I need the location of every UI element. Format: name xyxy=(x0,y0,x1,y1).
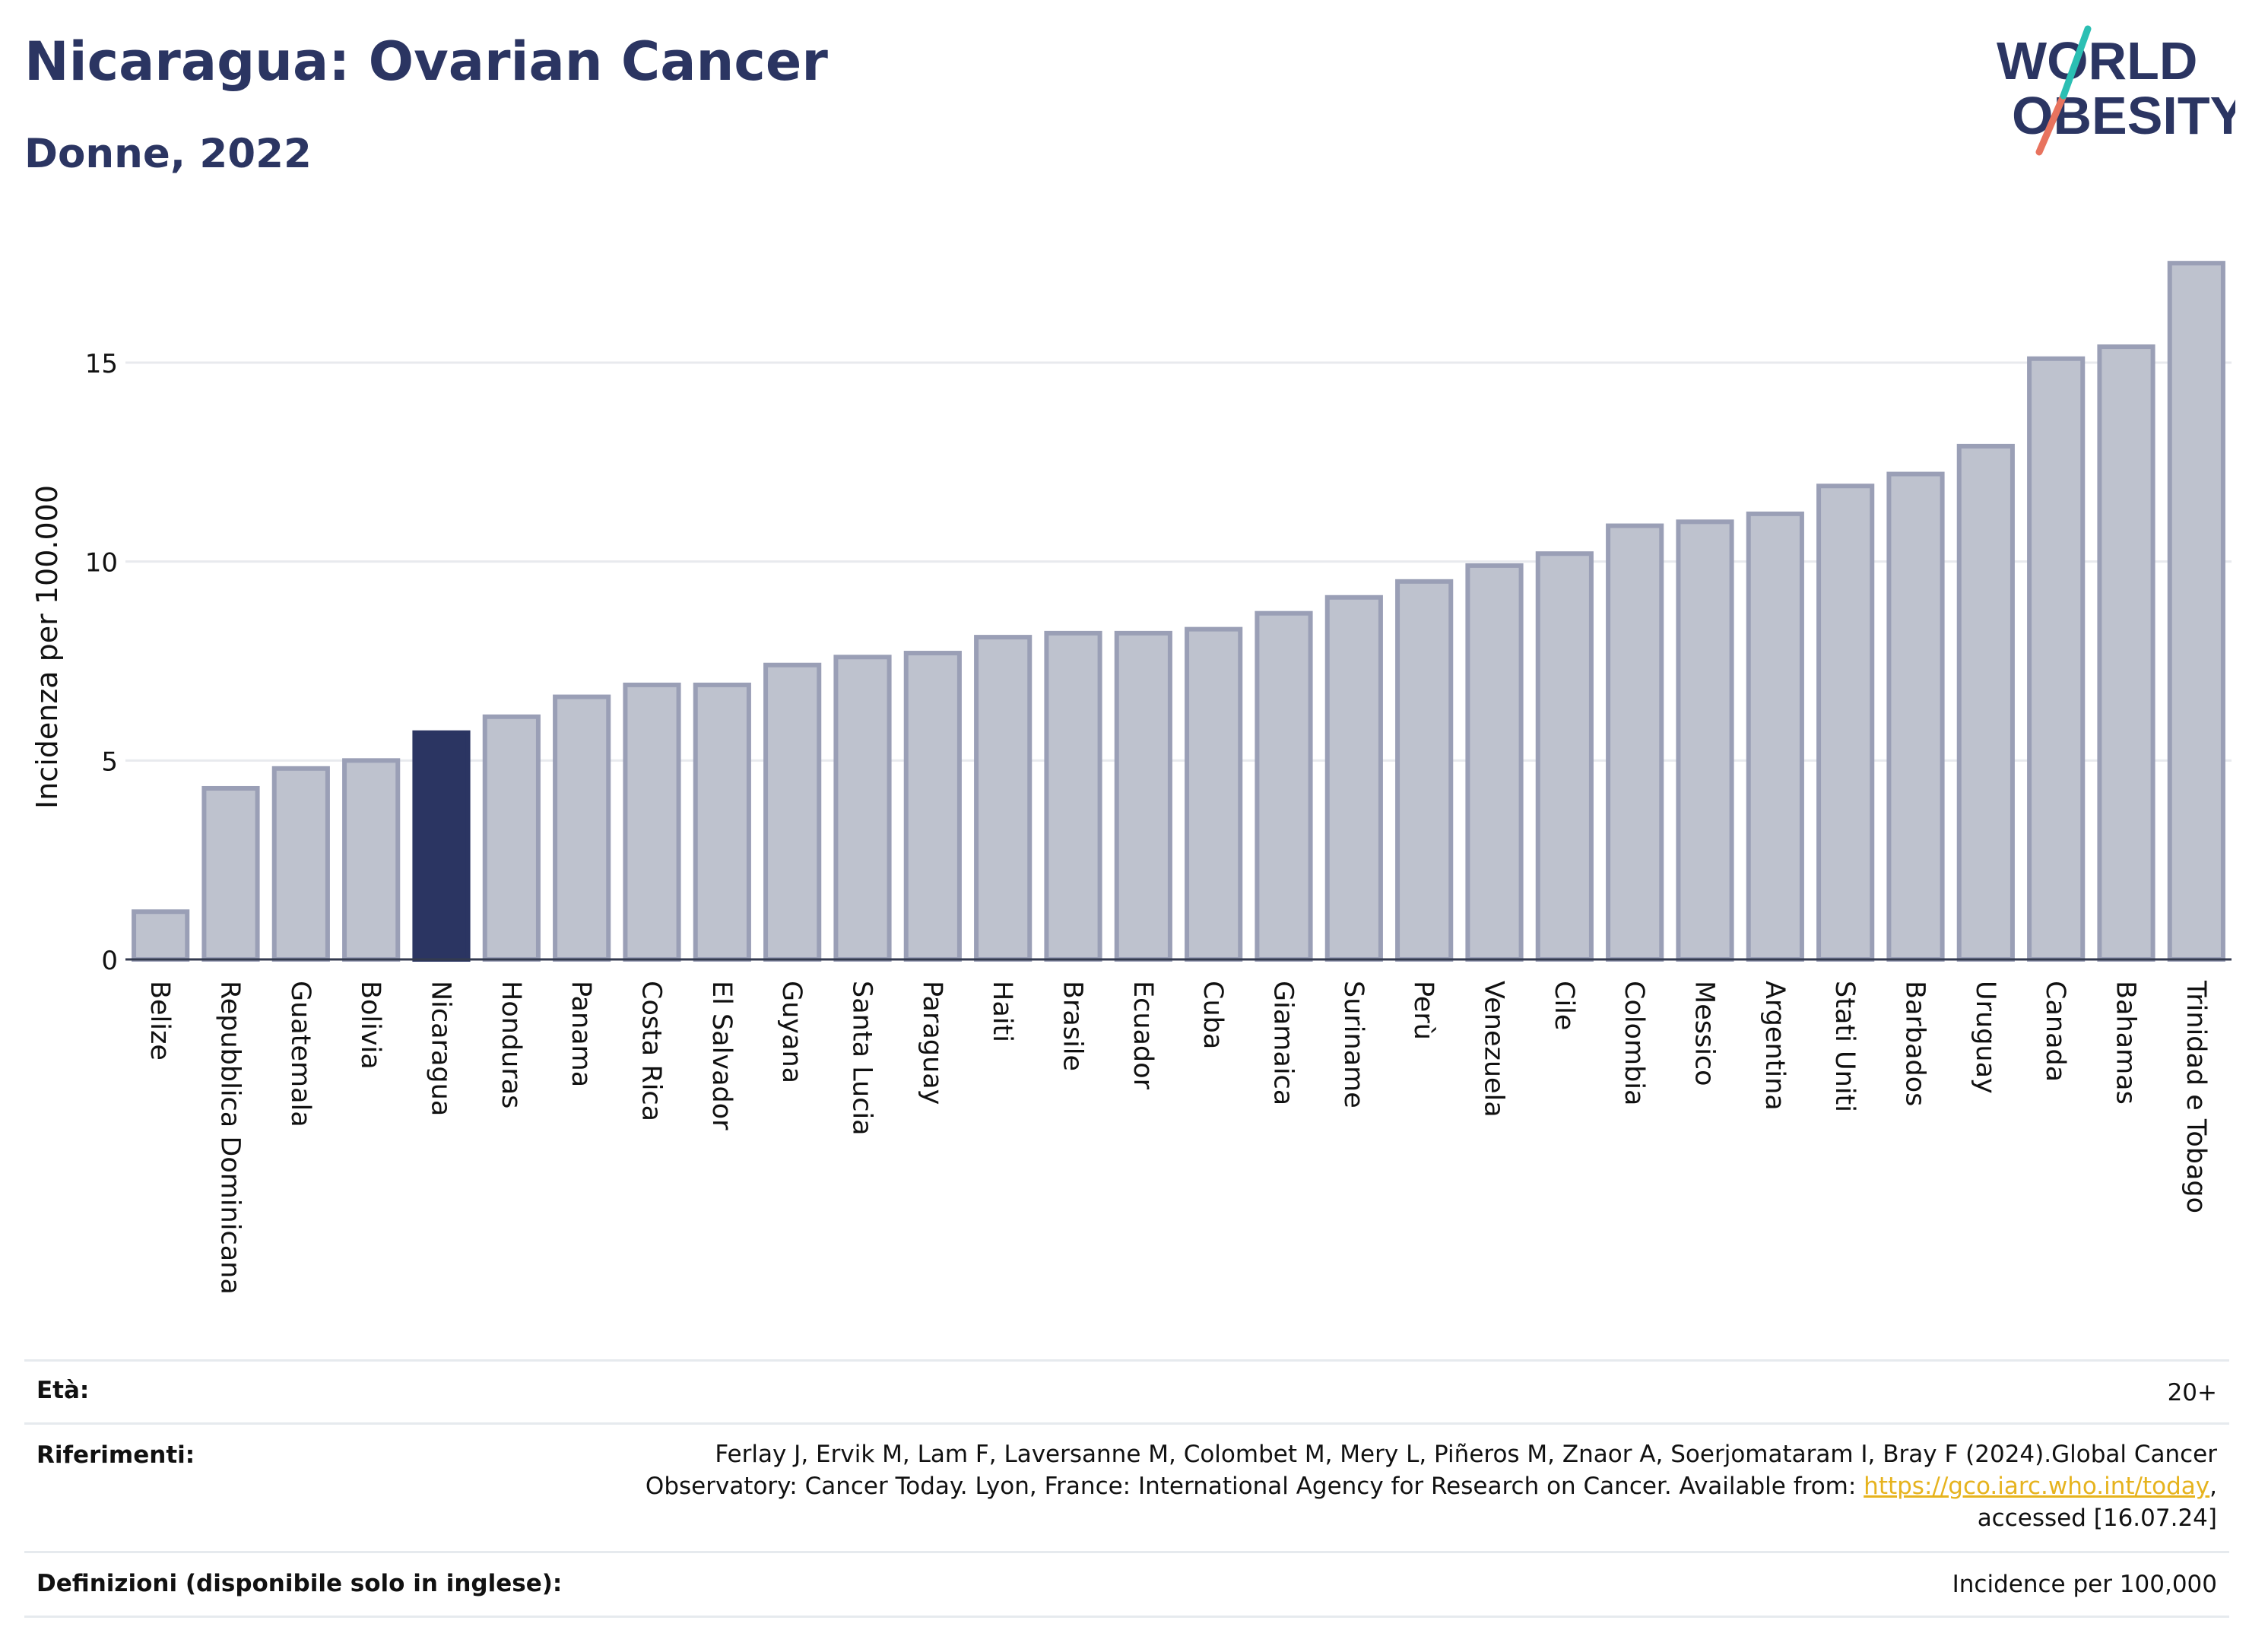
x-tick-label: Cile xyxy=(1549,981,1579,1030)
logo-line-1: WORLD xyxy=(1997,31,2197,90)
bar-canada xyxy=(2027,356,2086,962)
references-line-2: Observatory: Cancer Today. Lyon, France:… xyxy=(36,1470,2217,1502)
bar-honduras xyxy=(482,714,541,962)
x-tick-label: Barbados xyxy=(1900,981,1930,1106)
x-tick-label: Panama xyxy=(566,981,596,1087)
x-tick-label: Argentina xyxy=(1759,981,1790,1111)
x-tick-labels: Belize Repubblica Dominicana Guatemala Boli… xyxy=(144,980,2211,1295)
x-tick-label: Brasile xyxy=(1058,981,1088,1071)
bar-trinidad-e-tobago xyxy=(2167,261,2225,962)
bar-guyana xyxy=(763,662,822,962)
bar-nicaragua xyxy=(412,730,471,962)
references-link[interactable]: https://gco.iarc.who.int/today xyxy=(1864,1473,2210,1500)
x-tick-label: Stati Uniti xyxy=(1829,981,1860,1112)
definitions-label: Definizioni (disponibile solo in inglese… xyxy=(36,1570,563,1597)
x-tick-label: Nicaragua xyxy=(426,981,456,1116)
x-tick-label: Ecuador xyxy=(1128,981,1158,1090)
y-tick-label: 15 xyxy=(85,349,118,379)
bar-costa-rica xyxy=(623,682,681,962)
y-tick-label: 5 xyxy=(101,747,118,777)
logo-slash-teal xyxy=(2060,25,2092,100)
bar-guatemala xyxy=(271,766,330,962)
bar-repubblica-dominicana xyxy=(201,785,260,962)
world-obesity-logo: WORLD OBESITY xyxy=(1997,25,2235,156)
x-tick-label: Haiti xyxy=(987,981,1017,1042)
info-row-age: Età: 20+ xyxy=(24,1359,2229,1422)
bar-giamaica xyxy=(1255,610,1313,962)
gridlines xyxy=(125,361,2232,762)
x-tick-label: Messico xyxy=(1689,981,1720,1086)
references-label: Riferimenti: xyxy=(36,1441,195,1469)
logo-slash-coral xyxy=(2035,92,2067,156)
references-line-2-comma: , xyxy=(2209,1473,2217,1500)
x-tick-label: Santa Lucia xyxy=(847,981,877,1136)
bar-argentina xyxy=(1746,511,1804,962)
chart-subtitle: Donne, 2022 xyxy=(24,131,312,177)
info-row-references: Riferimenti: Ferlay J, Ervik M, Lam F, L… xyxy=(24,1422,2229,1551)
x-tick-label: Venezuela xyxy=(1479,981,1509,1118)
bar-paraguay xyxy=(903,651,962,962)
x-tick-label: Costa Rica xyxy=(636,981,667,1121)
bar-barbados xyxy=(1886,471,1945,962)
references-line-2-text: Observatory: Cancer Today. Lyon, France:… xyxy=(645,1473,1864,1500)
x-tick-label: Belize xyxy=(144,981,175,1061)
bar-uruguay xyxy=(1956,443,2015,962)
y-tick-label: 0 xyxy=(101,946,118,976)
references-line-3: accessed [16.07.24] xyxy=(1977,1505,2217,1532)
x-tick-label: Canada xyxy=(2040,981,2070,1082)
bar-cile xyxy=(1535,551,1594,962)
bar-brasile xyxy=(1044,630,1102,962)
bar-belize xyxy=(132,909,190,962)
references-text: Ferlay J, Ervik M, Lam F, Laversanne M, … xyxy=(36,1425,2217,1534)
x-tick-label: El Salvador xyxy=(706,981,737,1130)
bar-venezuela xyxy=(1465,563,1524,962)
x-tick-label: Uruguay xyxy=(1970,981,2000,1094)
x-tick-label: Paraguay xyxy=(917,981,947,1105)
bar-stati-uniti xyxy=(1816,484,1875,962)
x-tick-label: Guyana xyxy=(776,981,807,1083)
bar-colombia xyxy=(1606,523,1664,962)
x-tick-label: Cuba xyxy=(1197,981,1228,1049)
references-line-1: Ferlay J, Ervik M, Lam F, Laversanne M, … xyxy=(715,1441,2217,1468)
bar-suriname xyxy=(1324,595,1383,962)
info-row-definitions: Definizioni (disponibile solo in inglese… xyxy=(24,1551,2229,1618)
y-tick-label: 10 xyxy=(85,548,118,579)
bar-per- xyxy=(1395,579,1454,962)
bar-ecuador xyxy=(1114,630,1172,962)
age-value: 20+ xyxy=(2167,1379,2217,1406)
x-tick-label: Guatemala xyxy=(285,981,316,1127)
x-tick-label: Colombia xyxy=(1619,981,1649,1105)
x-tick-label: Suriname xyxy=(1338,981,1369,1108)
x-tick-label: Giamaica xyxy=(1268,981,1299,1105)
bars xyxy=(132,261,2225,962)
definitions-value: Incidence per 100,000 xyxy=(1952,1571,2217,1598)
x-tick-label: Trinidad e Tobago xyxy=(2181,980,2211,1213)
x-tick-label: Perù xyxy=(1408,981,1439,1040)
y-axis-label: Incidenza per 100.000 xyxy=(30,485,64,809)
y-tick-labels: 0 5 10 15 xyxy=(85,349,118,976)
bar-haiti xyxy=(974,635,1033,962)
bar-chart: 0 5 10 15 Belize Repubblica Dominicana Guatem… xyxy=(30,261,2232,1295)
x-tick-label: Bolivia xyxy=(355,981,385,1070)
bar-messico xyxy=(1676,519,1734,962)
info-table: Età: 20+ Riferimenti: Ferlay J, Ervik M,… xyxy=(24,1359,2229,1618)
age-label: Età: xyxy=(36,1377,90,1404)
bar-panama xyxy=(553,694,611,962)
bar-el-salvador xyxy=(693,682,751,962)
x-tick-label: Repubblica Dominicana xyxy=(215,981,246,1295)
bar-bahamas xyxy=(2097,344,2155,962)
x-tick-label: Honduras xyxy=(496,981,526,1108)
x-tick-label: Bahamas xyxy=(2111,981,2141,1105)
bar-cuba xyxy=(1185,626,1243,962)
bar-bolivia xyxy=(342,758,401,962)
chart-title: Nicaragua: Ovarian Cancer xyxy=(24,30,828,93)
bar-santa-lucia xyxy=(833,655,892,962)
